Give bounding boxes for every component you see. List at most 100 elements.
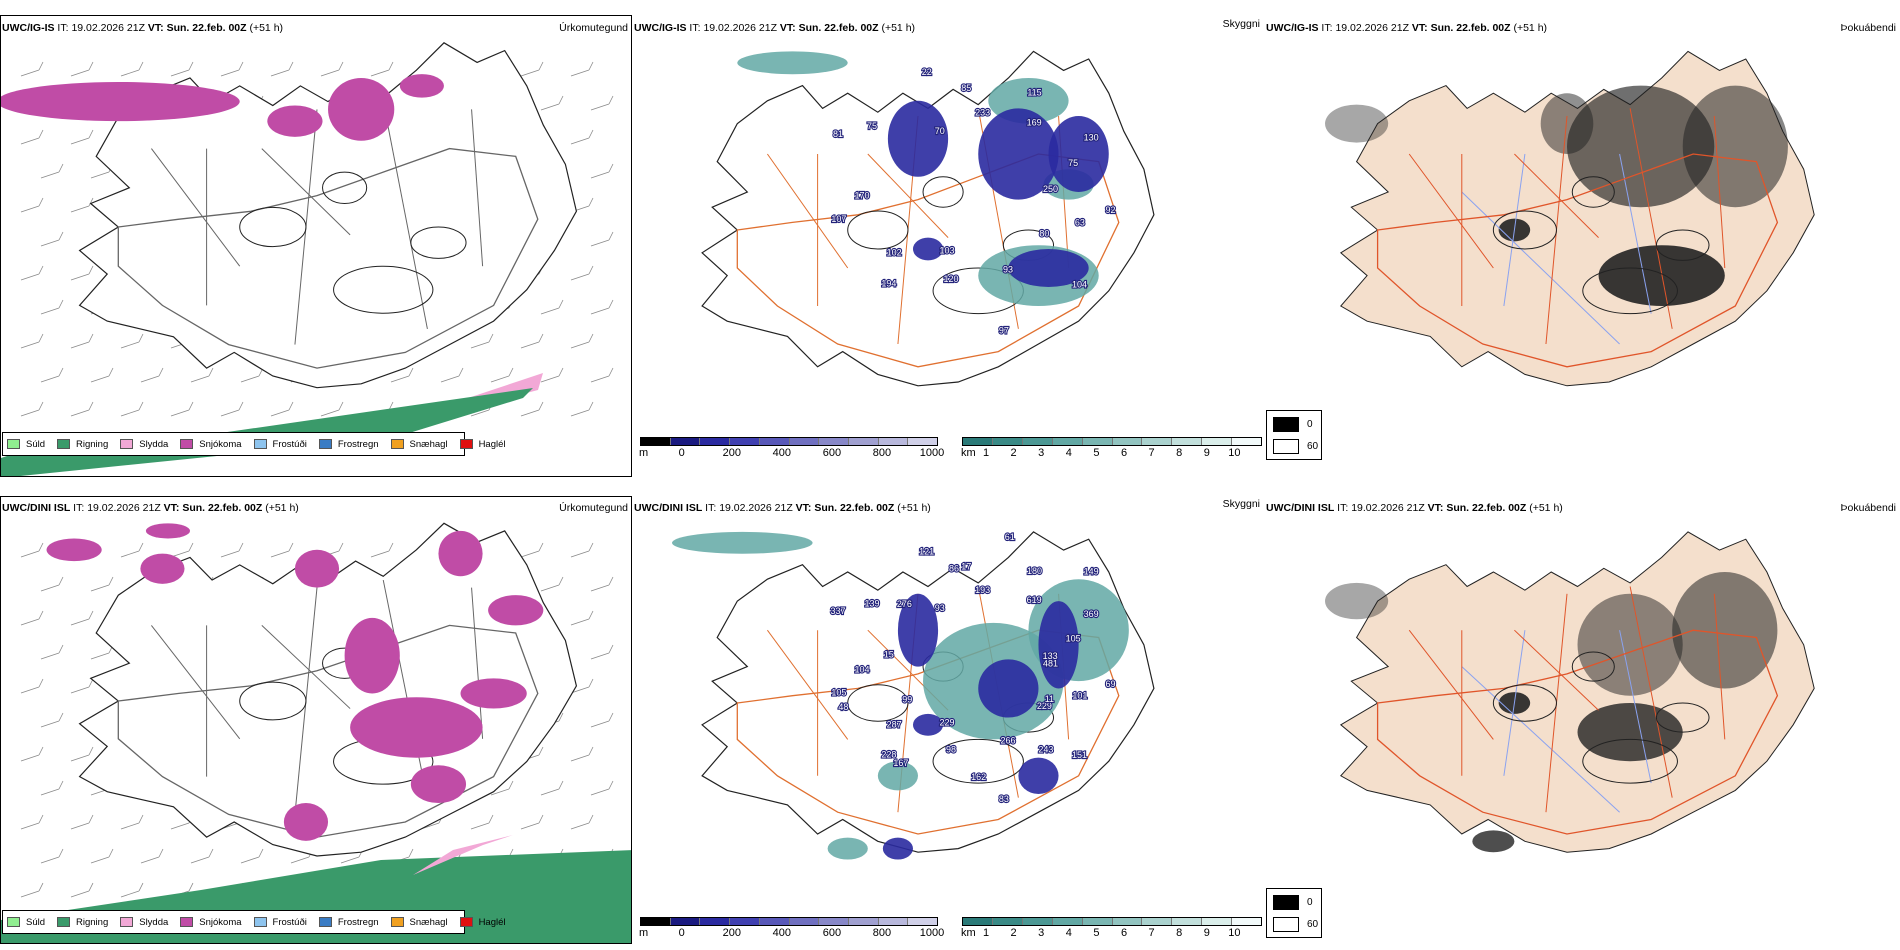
wind-barb xyxy=(590,720,610,728)
wind-barb xyxy=(90,171,110,179)
wind-barb-flag xyxy=(38,265,44,275)
wind-barb xyxy=(70,618,90,626)
wind-barb xyxy=(570,686,590,694)
wind-barb-flag xyxy=(408,367,414,377)
snowfall-area xyxy=(488,595,544,626)
cloud-legend-swatch xyxy=(1273,917,1299,932)
wind-barb-flag xyxy=(558,367,564,377)
wind-barb-flag xyxy=(488,814,494,824)
wind-barb xyxy=(570,409,590,417)
colorbar-segment xyxy=(1142,438,1173,445)
wind-barb-flag xyxy=(138,401,144,411)
wind-barb-flag xyxy=(608,299,614,309)
wind-barb xyxy=(70,273,90,281)
wind-barb xyxy=(520,69,540,77)
visibility-m-area xyxy=(912,237,944,261)
colorbar-segment xyxy=(819,918,849,925)
fog-area xyxy=(1567,85,1715,208)
glacier-outline xyxy=(1571,651,1615,682)
visibility-label: 70 xyxy=(935,126,945,136)
precip-legend-item: Frostúði xyxy=(253,916,307,928)
road xyxy=(766,153,849,269)
wind-barb-flag xyxy=(408,848,414,858)
precip-legend-item: Frostregn xyxy=(318,917,379,928)
wind-barb-flag xyxy=(58,848,64,858)
snowfall-area xyxy=(344,617,400,694)
colorbar-tick: 10 xyxy=(1228,447,1241,459)
precip-legend-swatch xyxy=(253,439,267,449)
snowfall-area xyxy=(294,549,340,588)
cloud-legend-row2: 0 60 xyxy=(1266,888,1322,938)
wind-barb xyxy=(590,652,610,660)
wind-barb xyxy=(170,409,190,417)
wind-barb-flag xyxy=(588,265,594,275)
wind-barb-flag xyxy=(508,367,514,377)
colorbar-tick: 800 xyxy=(872,927,892,939)
snowfall-area xyxy=(328,78,395,141)
wind-barb-flag xyxy=(38,746,44,756)
precip-legend-item: Rigning xyxy=(57,917,108,928)
road xyxy=(1713,593,1726,740)
cloud-legend-row1: 0 60 xyxy=(1266,410,1322,460)
wind-barb-flag xyxy=(558,299,564,309)
wind-barb xyxy=(70,754,90,762)
iceland-coast xyxy=(78,42,578,389)
colorbar-segment xyxy=(730,918,760,925)
wind-barb-flag xyxy=(488,333,494,343)
visibility-label: 243 xyxy=(1038,745,1053,755)
colorbar-unit: km xyxy=(961,927,976,939)
wind-barb-flag xyxy=(88,61,94,71)
wind-barb-flag xyxy=(108,848,114,858)
road xyxy=(261,625,351,709)
wind-barb xyxy=(570,273,590,281)
precip-legend-item: Snæhagl xyxy=(390,439,448,450)
cloud-map-row1 xyxy=(1325,50,1815,387)
precip-legend-label: Frostúði xyxy=(272,916,307,928)
wind-barb-flag xyxy=(58,780,64,790)
precip-legend-item: Frostregn xyxy=(318,439,379,450)
ring-road xyxy=(1376,629,1779,835)
wind-barb-flag xyxy=(388,542,394,552)
wind-barb xyxy=(20,618,40,626)
wind-barb xyxy=(20,273,40,281)
wind-barb-flag xyxy=(338,401,344,411)
wind-barb xyxy=(170,822,190,830)
wind-barb-flag xyxy=(608,367,614,377)
wind-barb xyxy=(340,856,360,864)
river xyxy=(1619,153,1652,314)
glacier-outline xyxy=(1582,267,1678,315)
wind-barb xyxy=(240,856,260,864)
glacier-outline xyxy=(1492,210,1557,250)
colorbar-segment xyxy=(848,918,879,925)
wind-barb xyxy=(220,409,240,417)
visibility-label: 149 xyxy=(1084,567,1099,577)
wind-barb xyxy=(140,375,160,383)
colorbar-segment xyxy=(670,918,701,925)
colorbar-segment xyxy=(992,438,1023,445)
wind-barb-flag xyxy=(58,299,64,309)
visibility-label: 17 xyxy=(961,562,971,572)
colorbar-segment xyxy=(992,918,1023,925)
wind-barb xyxy=(220,550,240,558)
wind-barb-flag xyxy=(538,401,544,411)
wind-barb-flag xyxy=(238,61,244,71)
colorbar-segment xyxy=(1082,918,1113,925)
visibility-label: 169 xyxy=(1027,117,1042,127)
colorbar-segment xyxy=(1172,918,1203,925)
wind-barb-flag xyxy=(38,61,44,71)
visibility-label: 105 xyxy=(831,688,846,698)
wind-barb-flag xyxy=(188,401,194,411)
visibility-label: 139 xyxy=(864,598,879,608)
wind-barb xyxy=(270,409,290,417)
glacier-outline xyxy=(1655,229,1710,261)
precip-type-panel-row1 xyxy=(0,15,632,477)
wind-barb xyxy=(470,822,490,830)
colorbar-tick: 200 xyxy=(722,927,741,939)
visibility-m-area xyxy=(897,593,939,667)
visibility-label: 167 xyxy=(893,758,908,768)
glacier-outline xyxy=(932,738,1024,784)
visibility-label: 93 xyxy=(1003,264,1013,274)
road xyxy=(151,148,241,267)
visibility-colorbar-m-row2: m 0 200 400 600 800 1000 xyxy=(639,917,944,939)
wind-barb-flag xyxy=(538,542,544,552)
